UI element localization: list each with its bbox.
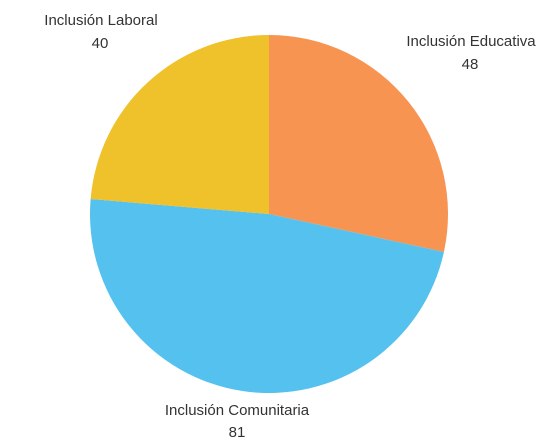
pie-slices — [90, 34, 448, 393]
pie-labels: Inclusión Educativa 48 Inclusión Comunit… — [44, 12, 536, 440]
pie-slice-inclusion-laboral — [90, 34, 270, 215]
slice-label-inclusion-laboral: Inclusión Laboral — [44, 12, 157, 29]
slice-value-inclusion-comunitaria: 81 — [229, 424, 246, 440]
pie-slice-inclusion-comunitaria — [90, 199, 444, 393]
pie-slice-inclusion-educativa — [269, 35, 448, 252]
slice-value-inclusion-laboral: 40 — [92, 35, 109, 52]
slice-label-inclusion-educativa: Inclusión Educativa — [406, 33, 536, 50]
slice-value-inclusion-educativa: 48 — [462, 56, 479, 73]
slice-label-inclusion-comunitaria: Inclusión Comunitaria — [165, 402, 310, 419]
